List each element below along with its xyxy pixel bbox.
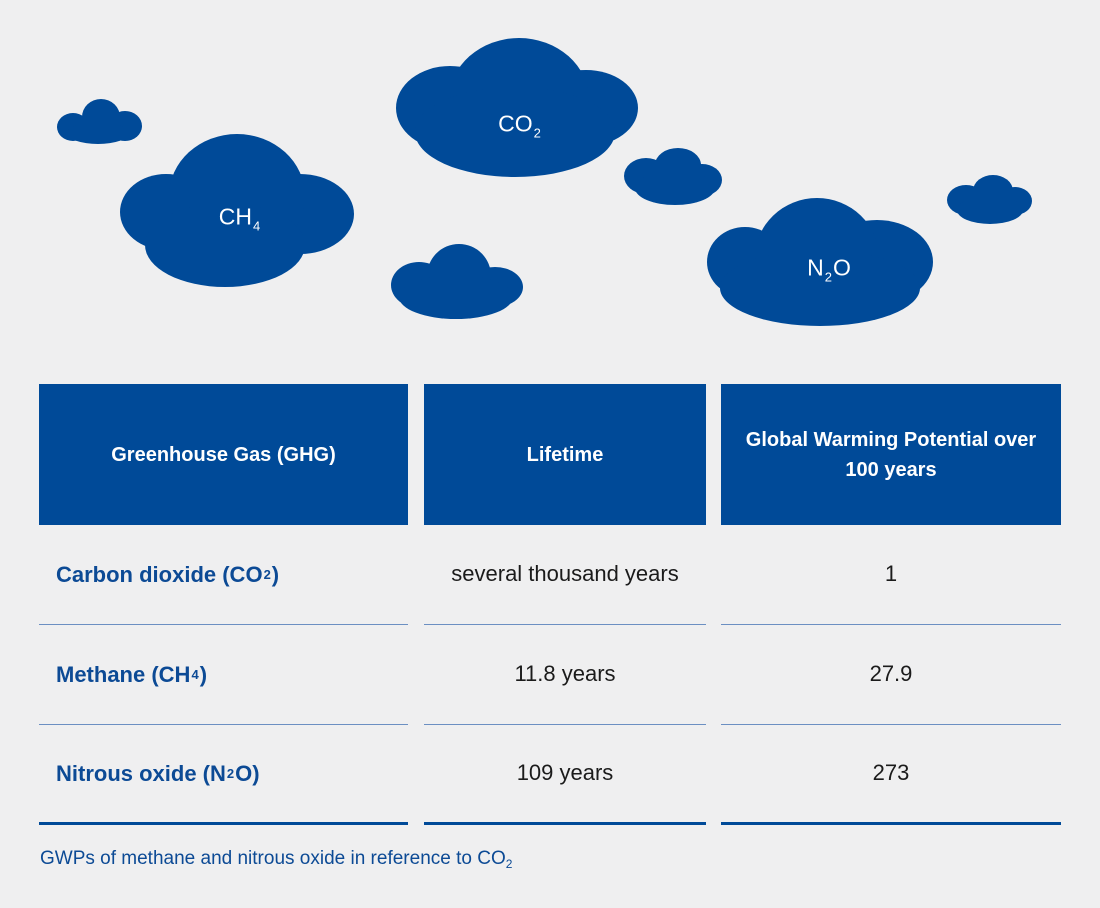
gwp-cell: 1: [721, 525, 1061, 625]
header-lifetime: Lifetime: [424, 384, 706, 525]
lifetime-cell: several thousand years: [424, 525, 706, 625]
ghg-table: Greenhouse Gas (GHG) Lifetime Global War…: [39, 384, 1061, 825]
lifetime-cell: 109 years: [424, 725, 706, 825]
cloud-small-bottom: [391, 244, 523, 319]
clouds-illustration: [57, 38, 1032, 326]
cloud-small-right: [947, 175, 1032, 224]
gwp-cell: 27.9: [721, 625, 1061, 725]
cloud-small-middle: [624, 148, 722, 205]
gwp-cell: 273: [721, 725, 1061, 825]
gas-name-cell: Nitrous oxide (N 2 O): [39, 725, 408, 825]
gas-name-cell: Methane (CH 4): [39, 625, 408, 725]
footnote: GWPs of methane and nitrous oxide in ref…: [40, 848, 513, 871]
cloud-ch4: [120, 134, 354, 287]
cloud-label-co2: CO2: [498, 110, 541, 141]
cloud-small-left: [57, 99, 142, 144]
cloud-label-ch4: CH4: [218, 203, 261, 234]
table-row: Nitrous oxide (N 2 O) 109 years 273: [39, 725, 1061, 825]
cloud-n2o: [707, 198, 933, 326]
header-gwp: Global Warming Potential over 100 years: [721, 384, 1061, 525]
table-header-row: Greenhouse Gas (GHG) Lifetime Global War…: [39, 384, 1061, 525]
lifetime-cell: 11.8 years: [424, 625, 706, 725]
table-row: Carbon dioxide (CO 2) several thousand ye…: [39, 525, 1061, 625]
header-gas: Greenhouse Gas (GHG): [39, 384, 408, 525]
cloud-co2: [396, 38, 638, 177]
gas-name-cell: Carbon dioxide (CO 2): [39, 525, 408, 625]
cloud-label-n2o: N2O: [807, 254, 851, 285]
table-row: Methane (CH 4) 11.8 years 27.9: [39, 625, 1061, 725]
